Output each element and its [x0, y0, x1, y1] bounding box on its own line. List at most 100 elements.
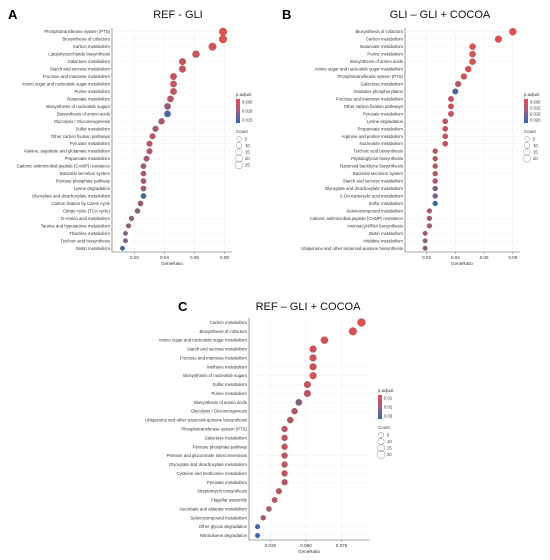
data-point: [125, 223, 132, 229]
category-label: Phosphotransferase system (PTS): [181, 427, 247, 432]
category-label: Starch and sucrose metabolism: [50, 67, 111, 72]
data-point: [432, 178, 438, 184]
x-tick-label: 0.050: [300, 543, 312, 548]
category-label: Propanoate metabolism: [65, 156, 111, 161]
category-label: Starch and sucrose metabolism: [343, 179, 404, 184]
size-legend-circle: [235, 154, 243, 163]
category-label: Biotin metabolism: [76, 246, 110, 251]
data-point: [432, 170, 438, 177]
size-legend-label: 25: [245, 163, 250, 168]
panel-b: GLI – GLI + COCOA 0.02 0.04 0.06 0.08 GeneRat…: [301, 9, 541, 266]
category-label: Purine metabolism: [74, 89, 110, 94]
category-label: Pyruvate metabolism: [207, 480, 248, 485]
colorbar-tick-label: 0.010: [242, 109, 253, 114]
panel-label-a: A: [8, 7, 18, 22]
category-label: Lysine degradation: [367, 119, 404, 124]
data-point: [422, 245, 428, 251]
data-point: [140, 193, 147, 199]
data-point: [426, 215, 432, 221]
category-label: Terpenoid backbone biosynthesis: [339, 164, 403, 169]
data-point: [452, 88, 459, 95]
size-legend-label: 15: [245, 150, 250, 155]
size-legend-label: 5: [533, 137, 536, 142]
data-point: [170, 73, 177, 80]
category-label: Propanoate metabolism: [358, 126, 404, 131]
data-point: [281, 470, 288, 477]
category-label: Thiamine metabolism: [69, 231, 110, 236]
colorbar-tick-label: 0.02: [384, 405, 393, 410]
category-label: Pentose phosphate pathway: [56, 179, 111, 184]
data-point: [432, 185, 438, 192]
data-point: [137, 200, 144, 207]
category-label: Phosphotransferase system (PTS): [44, 29, 110, 34]
data-point: [281, 479, 288, 486]
data-point: [455, 80, 462, 88]
category-label: Cationic antimicrobial peptide (CAMP) re…: [310, 216, 404, 221]
data-point: [192, 50, 200, 58]
data-point: [448, 110, 454, 117]
category-label: Starch and sucrose metabolism: [187, 347, 248, 352]
category-label: Butanoate metabolism: [67, 96, 110, 101]
category-label: Streptomycin biosynthesis: [197, 489, 247, 494]
x-tick-label: 0.06: [190, 255, 199, 260]
data-point: [469, 50, 476, 58]
data-point: [432, 193, 438, 199]
category-label: Lipopolysaccharide biosynthesis: [48, 52, 110, 57]
x-tick-label: 0.04: [160, 255, 169, 260]
category-label: Carbon metabolism: [210, 320, 248, 325]
data-point: [432, 156, 438, 162]
category-label: Cationic antimicrobial peptide (CAMP) re…: [17, 164, 111, 169]
category-label: Fructose and mannose metabolism: [180, 355, 248, 360]
category-label: Sulfur metabolism: [76, 126, 111, 131]
data-point: [120, 245, 125, 251]
colorbar-tick-label: 0.005: [242, 100, 253, 105]
data-point: [158, 118, 165, 125]
category-label: Galactose metabolism: [204, 435, 247, 440]
data-point: [287, 416, 294, 424]
data-point: [509, 28, 517, 36]
data-point: [281, 443, 288, 450]
panel-a: REF - GLI 0.02 0.04 0.06 0.08 GeneRatio Phosph…: [17, 9, 254, 266]
data-point: [167, 95, 174, 103]
size-legend-circle: [524, 136, 530, 142]
size-legend-label: 5: [245, 137, 248, 142]
x-axis-label: GeneRatio: [161, 261, 183, 266]
category-label: Other glycan degradation: [199, 524, 248, 529]
data-point: [170, 88, 177, 95]
category-label: Peptidoglycan biosynthesis: [351, 156, 403, 161]
x-tick-label: 0.08: [508, 255, 517, 260]
data-point: [281, 434, 288, 441]
data-point: [260, 515, 266, 521]
category-label: Aminoacyl-tRNA biosynthesis: [347, 223, 403, 228]
data-point: [281, 452, 288, 459]
category-label: Pentose and glucuronate interconversions: [167, 453, 247, 458]
panel-label-b: B: [282, 7, 291, 22]
data-point: [432, 163, 438, 169]
data-point: [140, 178, 147, 184]
category-label: Bacterial secretion system: [353, 171, 404, 176]
size-legend-label: 15: [387, 446, 392, 451]
data-point: [208, 42, 217, 51]
category-label: Purine metabolism: [211, 391, 247, 396]
x-tick-label: 0.075: [336, 543, 348, 548]
size-legend-label: 5: [387, 433, 390, 438]
category-label: Carbon metabolism: [73, 44, 111, 49]
data-point: [128, 215, 135, 222]
data-point: [123, 238, 128, 244]
data-point: [303, 390, 311, 397]
category-label: Ubiquinone and other terpenoid-quinone b…: [145, 418, 247, 423]
colorbar-tick-label: 0.015: [242, 118, 253, 123]
panel-label-c: C: [178, 299, 188, 314]
data-point: [164, 103, 171, 110]
category-label: Ubiquinone and other terpenoid-quinone b…: [301, 246, 403, 251]
size-legend-circle: [234, 160, 244, 170]
size-legend-circle: [376, 450, 386, 459]
data-point: [309, 354, 317, 362]
data-point: [140, 185, 147, 192]
colorbar-tick-label: 0.01: [384, 396, 393, 401]
data-point: [348, 327, 357, 336]
data-point: [218, 35, 228, 44]
category-label: Teichoic acid biosynthesis: [61, 238, 110, 243]
